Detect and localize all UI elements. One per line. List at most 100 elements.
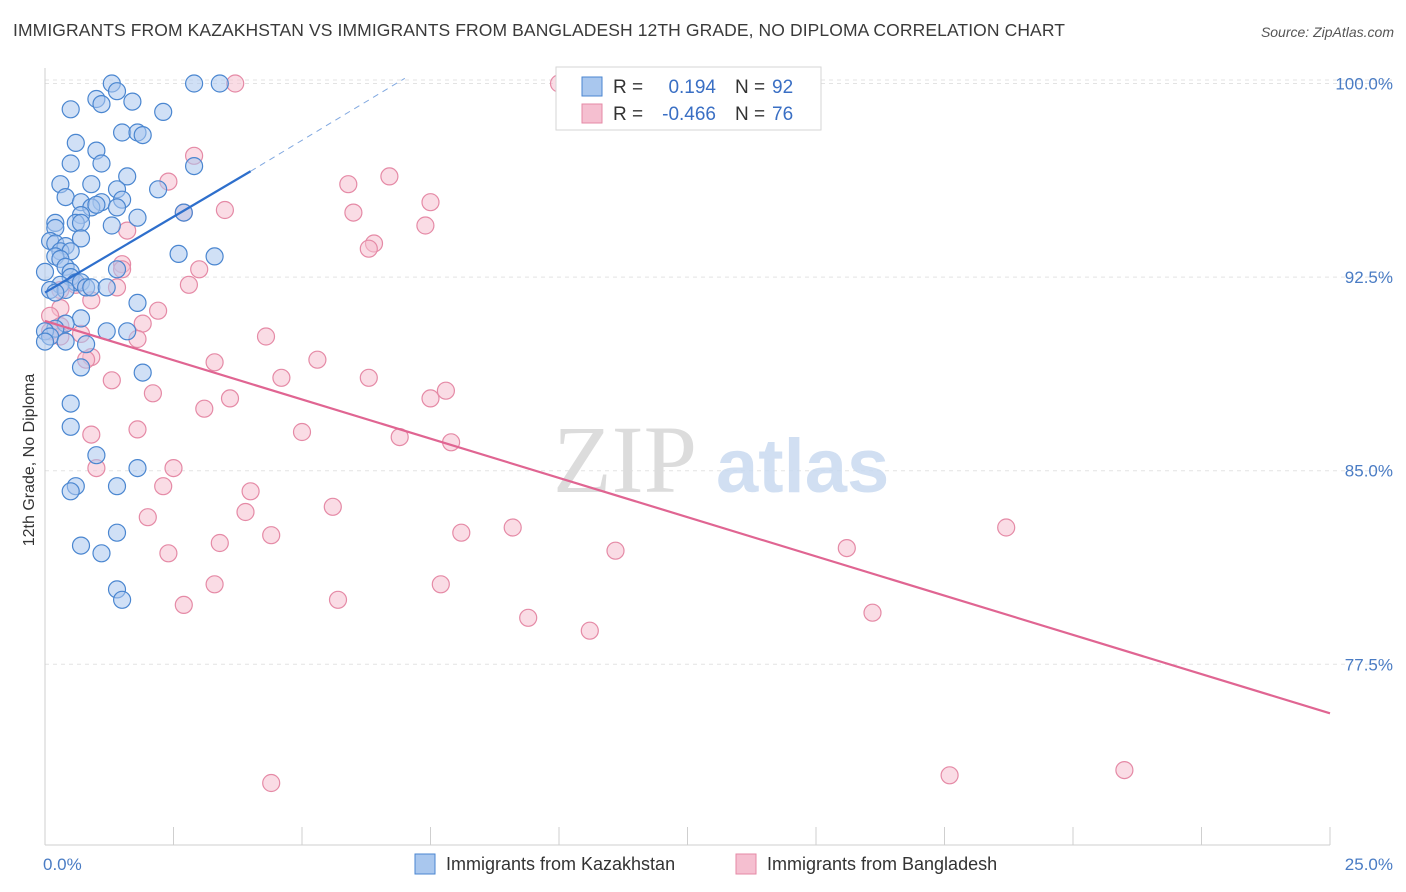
point-kazakhstan-78 xyxy=(107,477,127,496)
point-bangladesh-67 xyxy=(328,590,348,609)
point-kazakhstan-69 xyxy=(35,332,55,351)
point-bangladesh-65 xyxy=(431,575,450,594)
x-tick-label-start: 0.0% xyxy=(43,855,82,874)
point-bangladesh-63 xyxy=(997,518,1016,537)
point-kazakhstan-17 xyxy=(118,167,137,186)
trend-line-bangladesh xyxy=(44,319,1331,715)
point-kazakhstan-27 xyxy=(87,195,106,214)
point-kazakhstan-5 xyxy=(92,94,111,114)
point-kazakhstan-34 xyxy=(71,213,91,232)
point-bangladesh-52 xyxy=(154,477,173,496)
stats-legend-n-value-1: 92 xyxy=(772,77,793,98)
point-bangladesh-30 xyxy=(256,327,276,346)
stats-legend-swatch-pink xyxy=(581,103,603,124)
point-bangladesh-62 xyxy=(606,541,625,560)
point-bangladesh-68 xyxy=(863,603,882,622)
stats-legend-n-label-2: N = xyxy=(735,104,765,125)
point-bangladesh-46 xyxy=(292,422,312,442)
watermark: ZIP atlas xyxy=(553,406,889,513)
point-bangladesh-60 xyxy=(837,538,856,558)
point-bangladesh-13 xyxy=(359,239,378,258)
trend-lines xyxy=(44,77,1331,715)
stats-legend-n-value-2: 76 xyxy=(772,104,793,125)
point-bangladesh-6 xyxy=(421,193,440,212)
x-tick-label-end: 25.0% xyxy=(1345,855,1393,874)
bottom-legend: Immigrants from Kazakhstan Immigrants fr… xyxy=(414,853,997,875)
chart-title: IMMIGRANTS FROM KAZAKHSTAN VS IMMIGRANTS… xyxy=(13,20,1066,40)
point-kazakhstan-81 xyxy=(107,523,127,542)
point-bangladesh-42 xyxy=(421,389,440,408)
point-kazakhstan-71 xyxy=(76,335,96,354)
point-bangladesh-1 xyxy=(226,74,245,93)
point-bangladesh-66 xyxy=(174,595,193,615)
point-bangladesh-17 xyxy=(179,275,198,294)
point-bangladesh-34 xyxy=(205,353,224,372)
y-tick-label-0: 77.5% xyxy=(1345,655,1393,674)
point-kazakhstan-35 xyxy=(102,216,121,235)
point-bangladesh-45 xyxy=(128,420,147,439)
grid-lines xyxy=(45,79,1392,665)
source-note: Source: ZipAtlas.com xyxy=(1260,24,1394,40)
point-bangladesh-61 xyxy=(159,544,178,563)
point-kazakhstan-62 xyxy=(71,309,91,328)
y-tick-label-1: 85.0% xyxy=(1345,462,1393,481)
y-tick-labels: 77.5% 85.0% 92.5% 100.0% xyxy=(1335,74,1393,674)
point-kazakhstan-73 xyxy=(133,363,152,382)
legend-label-bangladesh: Immigrants from Bangladesh xyxy=(767,854,997,874)
point-bangladesh-3 xyxy=(380,167,399,186)
point-kazakhstan-8 xyxy=(154,102,173,122)
point-bangladesh-23 xyxy=(149,301,168,320)
point-kazakhstan-11 xyxy=(133,126,152,145)
y-axis-label: 12th Grade, No Diploma xyxy=(21,374,38,547)
point-kazakhstan-6 xyxy=(123,92,142,111)
point-bangladesh-73 xyxy=(1115,760,1134,780)
y-tick-label-2: 92.5% xyxy=(1345,268,1393,287)
point-bangladesh-44 xyxy=(82,425,101,444)
point-kazakhstan-9 xyxy=(112,123,132,142)
point-kazakhstan-21 xyxy=(149,180,168,199)
point-bangladesh-58 xyxy=(262,526,281,545)
watermark-zip: ZIP xyxy=(553,406,697,513)
watermark-atlas: atlas xyxy=(716,424,889,509)
point-kazakhstan-61 xyxy=(128,293,147,312)
point-bangladesh-38 xyxy=(102,371,121,390)
point-bangladesh-36 xyxy=(359,368,378,387)
point-bangladesh-16 xyxy=(190,260,209,279)
point-kazakhstan-85 xyxy=(112,590,132,609)
stats-legend-swatch-blue xyxy=(581,76,603,97)
point-kazakhstan-72 xyxy=(71,358,91,377)
point-kazakhstan-80 xyxy=(61,482,80,501)
y-tick-label-3: 100.0% xyxy=(1335,74,1393,93)
point-bangladesh-43 xyxy=(195,399,214,418)
point-kazakhstan-70 xyxy=(56,332,75,351)
point-kazakhstan-31 xyxy=(128,208,147,227)
point-kazakhstan-37 xyxy=(71,229,91,248)
point-bangladesh-72 xyxy=(940,766,959,785)
point-bangladesh-9 xyxy=(344,203,363,222)
x-tick-labels: 0.0% 25.0% xyxy=(43,855,1393,874)
point-bangladesh-37 xyxy=(272,368,291,387)
point-bangladesh-53 xyxy=(236,502,255,522)
point-bangladesh-41 xyxy=(436,381,455,400)
point-kazakhstan-76 xyxy=(87,446,106,465)
point-bangladesh-69 xyxy=(519,608,538,627)
point-bangladesh-51 xyxy=(241,482,260,501)
trend-line-kazakhstan-extension xyxy=(250,77,406,172)
point-kazakhstan-49 xyxy=(35,262,55,281)
point-kazakhstan-15 xyxy=(92,154,111,173)
point-bangladesh-35 xyxy=(308,350,327,369)
stats-legend: R = 0.194 N = 92 R = -0.466 N = 76 xyxy=(555,66,822,131)
point-kazakhstan-58 xyxy=(97,278,116,297)
stats-legend-r-value-2: -0.466 xyxy=(662,104,716,125)
legend-swatch-kazakhstan xyxy=(414,853,436,875)
point-kazakhstan-46 xyxy=(205,247,224,266)
point-kazakhstan-16 xyxy=(185,157,204,176)
stats-legend-r-label-2: R = xyxy=(613,104,643,125)
trend-line-kazakhstan xyxy=(44,170,252,294)
point-bangladesh-10 xyxy=(416,216,435,235)
point-kazakhstan-45 xyxy=(169,244,188,263)
point-bangladesh-49 xyxy=(164,459,183,478)
point-kazakhstan-77 xyxy=(128,459,147,478)
axes xyxy=(44,68,1331,846)
